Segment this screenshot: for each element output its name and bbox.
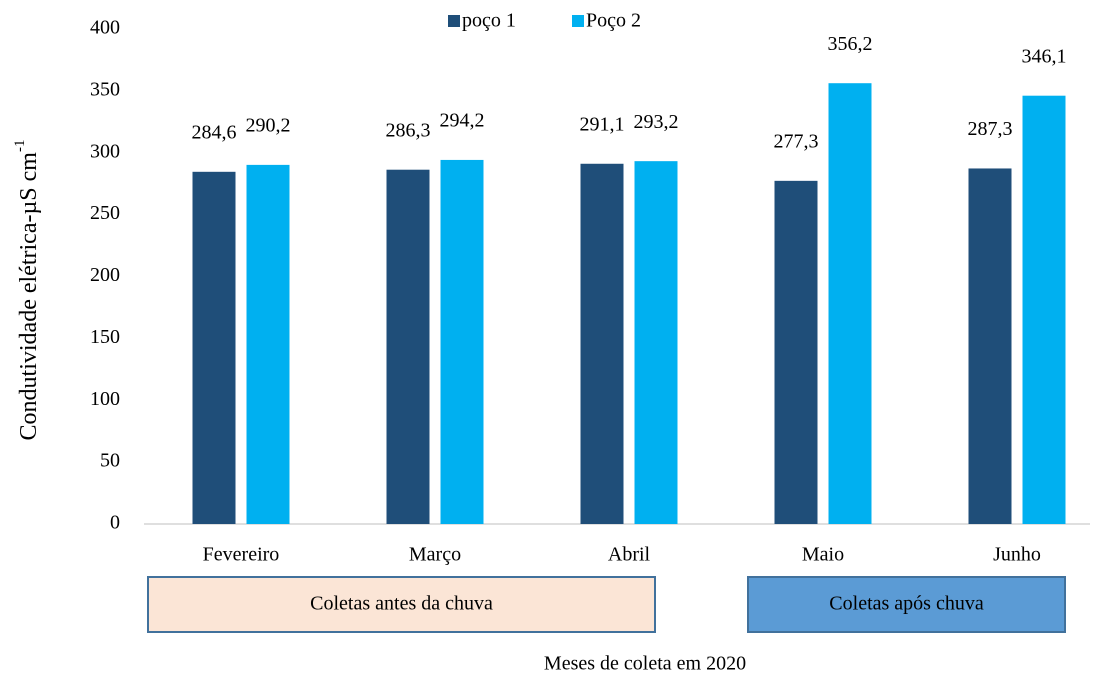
data-label: 286,3 [386, 119, 431, 141]
y-tick-label: 200 [90, 264, 120, 286]
y-tick-label: 250 [90, 202, 120, 224]
data-label: 346,1 [1022, 45, 1067, 67]
bar [1022, 95, 1066, 525]
bar [386, 169, 430, 525]
y-axis-title-text: Condutividade elétrica-µS cm [16, 152, 42, 441]
bar [828, 83, 872, 524]
annotation-box [747, 576, 1066, 633]
data-label: 294,2 [440, 110, 485, 132]
data-label: 287,3 [968, 118, 1013, 140]
legend-swatch [448, 15, 460, 27]
x-tick-label: Junho [993, 544, 1041, 566]
annotation-text: Coletas após chuva [829, 593, 984, 615]
y-tick-label: 100 [90, 388, 120, 410]
x-axis-title: Meses de coleta em 2020 [544, 653, 746, 675]
bar [192, 171, 236, 524]
y-tick-label: 300 [90, 140, 120, 162]
y-tick-label: 400 [90, 17, 120, 39]
legend-label: poço 1 [462, 10, 516, 32]
data-label: 290,2 [246, 114, 291, 136]
data-label: 291,1 [580, 113, 625, 135]
y-tick-label: 50 [100, 450, 120, 472]
data-label: 284,6 [192, 121, 237, 143]
annotation-text: Coletas antes da chuva [310, 593, 493, 615]
bar [634, 161, 678, 525]
bar [440, 159, 484, 525]
x-tick-label: Abril [608, 544, 651, 566]
y-axis-title-superscript: -1 [12, 140, 28, 153]
y-tick-label: 350 [90, 78, 120, 100]
x-tick-label: Maio [802, 544, 844, 566]
x-tick-label: Março [409, 544, 461, 566]
y-axis-title: Condutividade elétrica-µS cm-1 [12, 140, 41, 441]
y-tick-label: 0 [110, 512, 120, 534]
data-label: 293,2 [634, 111, 679, 133]
x-tick-label: Fevereiro [203, 544, 280, 566]
legend-swatch [572, 15, 584, 27]
legend-label: Poço 2 [586, 10, 641, 32]
annotation-box [147, 576, 656, 633]
data-label: 277,3 [774, 130, 819, 152]
y-tick-label: 150 [90, 326, 120, 348]
data-label: 356,2 [828, 33, 873, 55]
bar [580, 163, 624, 525]
bar [968, 168, 1012, 524]
bar [246, 164, 290, 524]
bar [774, 180, 818, 524]
